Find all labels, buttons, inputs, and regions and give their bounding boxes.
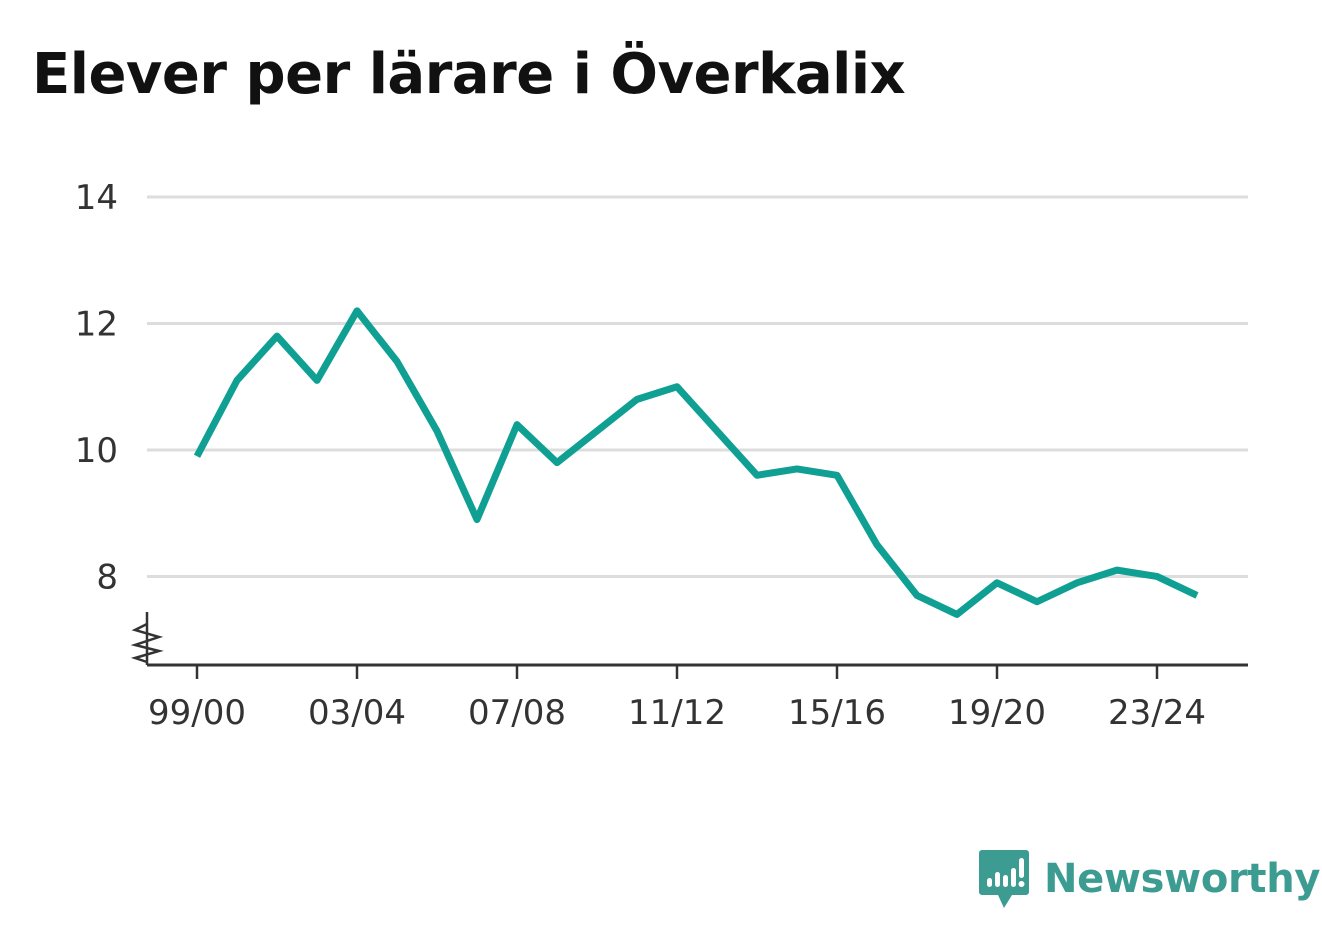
data-point xyxy=(1074,580,1080,586)
data-point xyxy=(554,460,560,466)
y-tick-label: 14 xyxy=(75,178,118,218)
data-point xyxy=(874,542,880,548)
x-axis xyxy=(130,612,1248,667)
newsworthy-logo: Newsworthy xyxy=(978,848,1321,910)
data-point xyxy=(1194,592,1200,598)
data-point xyxy=(754,472,760,478)
data-point xyxy=(714,428,720,434)
data-point xyxy=(634,396,640,402)
data-point xyxy=(274,333,280,339)
data-point xyxy=(394,358,400,364)
data-point xyxy=(514,422,520,428)
axis-break-symbol xyxy=(130,622,164,664)
brand-name: Newsworthy xyxy=(1044,856,1321,902)
data-point xyxy=(994,580,1000,586)
series xyxy=(193,307,1200,618)
x-tick-label: 23/24 xyxy=(1108,693,1206,733)
x-tick-label: 03/04 xyxy=(308,693,406,733)
x-tick-label: 19/20 xyxy=(948,693,1046,733)
y-tick-label: 10 xyxy=(75,431,118,471)
x-tick-label: 07/08 xyxy=(468,693,566,733)
x-axis-ticks: 99/00 03/04 07/08 11/12 15/16 19/20 23/24 xyxy=(148,665,1206,733)
data-point xyxy=(194,453,200,459)
data-point xyxy=(434,428,440,434)
data-point xyxy=(834,472,840,478)
data-point xyxy=(474,517,480,523)
data-point xyxy=(1114,567,1120,573)
x-tick-label: 15/16 xyxy=(788,693,886,733)
data-point xyxy=(1154,573,1160,579)
gridlines xyxy=(147,195,1248,578)
series-line xyxy=(193,307,1199,618)
data-point xyxy=(594,428,600,434)
data-point xyxy=(674,384,680,390)
data-point xyxy=(954,611,960,617)
x-tick-label: 11/12 xyxy=(628,693,726,733)
data-point xyxy=(794,466,800,472)
y-axis-ticks: 8 10 12 14 xyxy=(75,178,118,597)
chart-title: Elever per lärare i Överkalix xyxy=(32,42,906,107)
data-point xyxy=(234,377,240,383)
data-point xyxy=(1034,599,1040,605)
data-point xyxy=(314,377,320,383)
data-point xyxy=(914,592,920,598)
newsworthy-logo-icon xyxy=(979,850,1029,908)
data-point xyxy=(354,308,360,314)
y-tick-label: 8 xyxy=(96,557,118,597)
x-tick-label: 99/00 xyxy=(148,693,246,733)
y-tick-label: 12 xyxy=(75,304,118,344)
